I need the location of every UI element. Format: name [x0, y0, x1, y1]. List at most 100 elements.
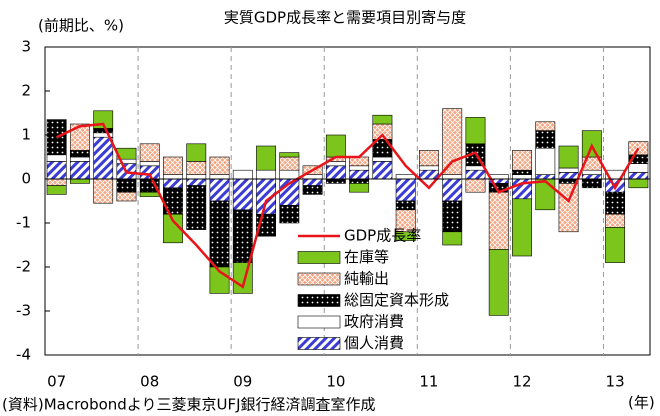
bar-segment	[93, 128, 114, 134]
bar-segment	[279, 169, 300, 180]
bar-segment	[46, 154, 67, 162]
bar-segment	[535, 147, 556, 175]
bar-segment	[186, 174, 207, 180]
plot-frame	[44, 46, 651, 356]
bar-segment	[419, 150, 439, 167]
bar-segment	[419, 165, 439, 171]
legend-label: GDP成長率	[344, 227, 421, 245]
bar-segment	[186, 178, 207, 186]
bar-segment	[46, 161, 67, 180]
bar-segment	[256, 169, 276, 180]
bar-segment	[465, 169, 486, 180]
bar-segment	[46, 178, 67, 186]
legend-swatch	[297, 272, 341, 286]
bar-segment	[558, 167, 579, 173]
bar-segment	[512, 150, 532, 171]
y-tick-label: -3	[16, 302, 31, 320]
bar-segment	[186, 185, 207, 230]
bar-segment	[395, 174, 416, 180]
bar-segment	[558, 172, 579, 180]
bar-segment	[442, 174, 463, 180]
legend-label: 個人消費	[344, 334, 404, 352]
x-tick-label: 13	[606, 373, 625, 391]
bar-segment	[139, 161, 160, 167]
bar-segment	[605, 227, 626, 263]
bar-segment	[163, 174, 183, 180]
bar-segment	[232, 209, 253, 263]
y-axis-label: (前期比、%)	[38, 17, 124, 35]
bar-segment	[116, 178, 137, 193]
bar-segment	[325, 165, 346, 180]
x-tick-label: 10	[326, 373, 345, 391]
legend-label: 純輸出	[344, 270, 389, 288]
bar-segment	[465, 178, 486, 193]
bar-segment	[395, 200, 416, 211]
bar-segment	[69, 123, 90, 151]
bar-segment	[442, 108, 463, 175]
bar-segment	[279, 156, 300, 171]
source-note: (資料)Macrobondより三菱東京UFJ銀行経済調査室作成	[2, 396, 376, 414]
bar-segment	[349, 169, 370, 180]
legend-label: 政府消費	[344, 313, 404, 331]
bar-segment	[442, 200, 463, 233]
bar-segment	[372, 156, 393, 162]
bar-segment	[488, 249, 509, 316]
bar-segment	[372, 114, 393, 125]
bar-segment	[186, 161, 207, 175]
bar-segment	[209, 174, 230, 180]
bar-segment	[279, 152, 300, 158]
bar-segment	[535, 121, 556, 131]
bar-segment	[256, 145, 276, 171]
bar-segment	[628, 163, 649, 173]
bar-segment	[46, 119, 67, 156]
bar-segment	[395, 178, 416, 202]
legend-swatch	[297, 294, 341, 307]
x-axis-label: (年)	[628, 394, 655, 412]
bar-segment	[163, 213, 183, 244]
x-tick-label: 07	[47, 373, 66, 391]
legend-swatch	[297, 315, 341, 329]
y-tick-label: 1	[21, 126, 31, 144]
y-tick-label: 0	[21, 170, 31, 188]
bar-segment	[512, 198, 532, 257]
bar-segment	[442, 231, 463, 246]
bar-segment	[349, 183, 370, 193]
bar-segment	[325, 178, 346, 184]
bar-segment	[186, 143, 207, 162]
bar-segment	[372, 123, 393, 140]
bar-segment	[163, 187, 183, 215]
bar-segment	[69, 161, 90, 180]
bar-segment	[581, 169, 602, 175]
y-tick-label: 2	[21, 82, 31, 100]
bar-segment	[139, 191, 160, 197]
y-tick-label: -2	[16, 258, 31, 276]
bar-segment	[628, 141, 649, 156]
bar-segment	[209, 156, 230, 175]
bar-segment	[535, 130, 556, 149]
bar-segment	[372, 161, 393, 180]
x-tick-label: 11	[419, 373, 438, 391]
bar-segment	[209, 178, 230, 202]
bar-segment	[535, 178, 556, 211]
legend-swatch	[297, 251, 341, 264]
legend-swatch	[297, 337, 341, 350]
bar-segment	[139, 143, 160, 162]
bar-segment	[581, 174, 602, 180]
bar-segment	[605, 191, 626, 215]
bar-segment	[488, 191, 509, 250]
y-tick-label: 3	[21, 38, 31, 56]
bar-segment	[581, 178, 602, 189]
bar-segment	[209, 200, 230, 268]
bar-segment	[69, 178, 90, 184]
bar-segment	[558, 183, 579, 233]
legend-label: 在庫等	[344, 248, 389, 266]
bar-segment	[605, 213, 626, 228]
x-tick-label: 12	[512, 373, 531, 391]
bar-segment	[512, 169, 532, 175]
bar-segment	[93, 178, 114, 204]
bar-segment	[395, 231, 416, 241]
bar-segment	[558, 145, 579, 169]
bar-segment	[163, 156, 183, 175]
bar-segment	[628, 178, 649, 189]
